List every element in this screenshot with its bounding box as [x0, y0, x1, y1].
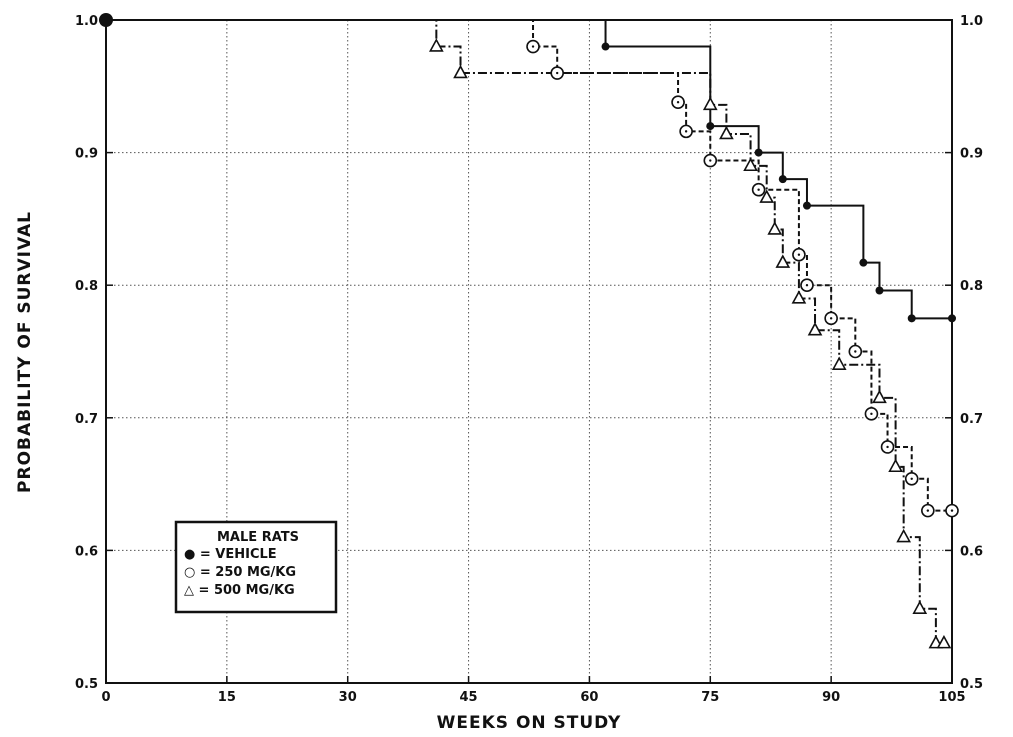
data-point: [453, 64, 468, 79]
data-point: [702, 96, 718, 111]
data-point: [872, 389, 887, 404]
data-point-center: [684, 130, 688, 133]
legend-box: [174, 520, 338, 614]
data-point-center: [531, 45, 535, 48]
x-tick-label: 0: [101, 690, 110, 705]
axis-ticks: 0 15 30 45 60 75 90 1050.50.60.70.80.91.00.50.6…: [75, 14, 983, 705]
data-point: [888, 458, 903, 473]
data-point: [754, 148, 763, 157]
y-axis-title: PROBABILITY OF SURVIVAL: [15, 211, 35, 493]
x-tick-label: 90: [822, 690, 840, 705]
data-point: [767, 221, 783, 235]
x-tick-label: 15: [218, 690, 236, 705]
y-tick-label-left: 0.8: [75, 279, 98, 294]
data-point: [948, 314, 956, 323]
marker-layer: [99, 13, 959, 649]
data-point: [802, 201, 811, 210]
data-point-center: [854, 350, 857, 353]
series-line-500-mg-kg: [106, 19, 944, 645]
data-point: [807, 322, 823, 336]
data-point: [907, 314, 916, 323]
data-point-center: [709, 159, 712, 162]
data-point: [428, 38, 444, 52]
data-point-center: [556, 71, 559, 75]
legend-title: MALE RATS: [217, 530, 299, 545]
data-point: [875, 286, 884, 295]
data-point: [759, 189, 775, 203]
x-tick-label: 30: [339, 690, 357, 705]
data-point: [778, 175, 787, 184]
data-point: [743, 157, 758, 172]
y-tick-label-left: 0.5: [75, 677, 98, 692]
y-tick-label-right: 0.8: [960, 279, 983, 294]
y-tick-label-left: 0.6: [75, 544, 98, 559]
data-point: [896, 528, 912, 543]
start-point: [99, 13, 113, 27]
data-point: [831, 356, 847, 370]
data-point-center: [797, 253, 801, 256]
data-point-center: [910, 477, 913, 480]
y-tick-label-right: 0.7: [960, 412, 983, 427]
data-point: [719, 125, 734, 140]
y-tick-label-right: 0.6: [960, 544, 983, 559]
y-tick-label-left: 1.0: [75, 14, 98, 29]
series-line-250-mg-kg: [106, 19, 952, 512]
legend-entry-500: △ = 500 MG/KG: [184, 583, 295, 598]
data-point-center: [950, 509, 954, 512]
y-tick-label-right: 0.9: [960, 147, 983, 162]
data-point-center: [870, 412, 873, 416]
x-tick-label: 45: [460, 690, 478, 705]
y-tick-label-left: 0.7: [75, 412, 98, 427]
x-tick-label: 60: [580, 690, 598, 705]
data-point-center: [829, 317, 833, 320]
data-point-center: [886, 445, 889, 449]
data-point-center: [926, 509, 930, 512]
data-point-center: [757, 188, 760, 191]
y-tick-label-left: 0.9: [75, 147, 98, 162]
legend-entry-vehicle: ● = VEHICLE: [184, 547, 277, 562]
y-tick-label-right: 0.5: [960, 677, 983, 692]
data-point: [912, 600, 928, 614]
data-point: [859, 258, 868, 267]
series-line-vehicle: [106, 19, 952, 320]
x-tick-label: 75: [701, 690, 719, 705]
legend-entry-250: ○ = 250 MG/KG: [184, 565, 296, 580]
legend: MALE RATS ● = VEHICLE ○ = 250 MG/KG △ = …: [174, 520, 338, 614]
x-tick-label: 105: [938, 690, 965, 705]
data-point-center: [676, 101, 680, 104]
data-point-center: [805, 284, 809, 287]
x-axis-title: WEEKS ON STUDY: [437, 713, 622, 733]
data-point: [791, 290, 807, 304]
data-point: [936, 634, 952, 649]
data-point: [601, 42, 610, 51]
data-point: [706, 122, 715, 131]
data-point: [775, 254, 791, 268]
y-tick-label-right: 1.0: [960, 14, 983, 29]
